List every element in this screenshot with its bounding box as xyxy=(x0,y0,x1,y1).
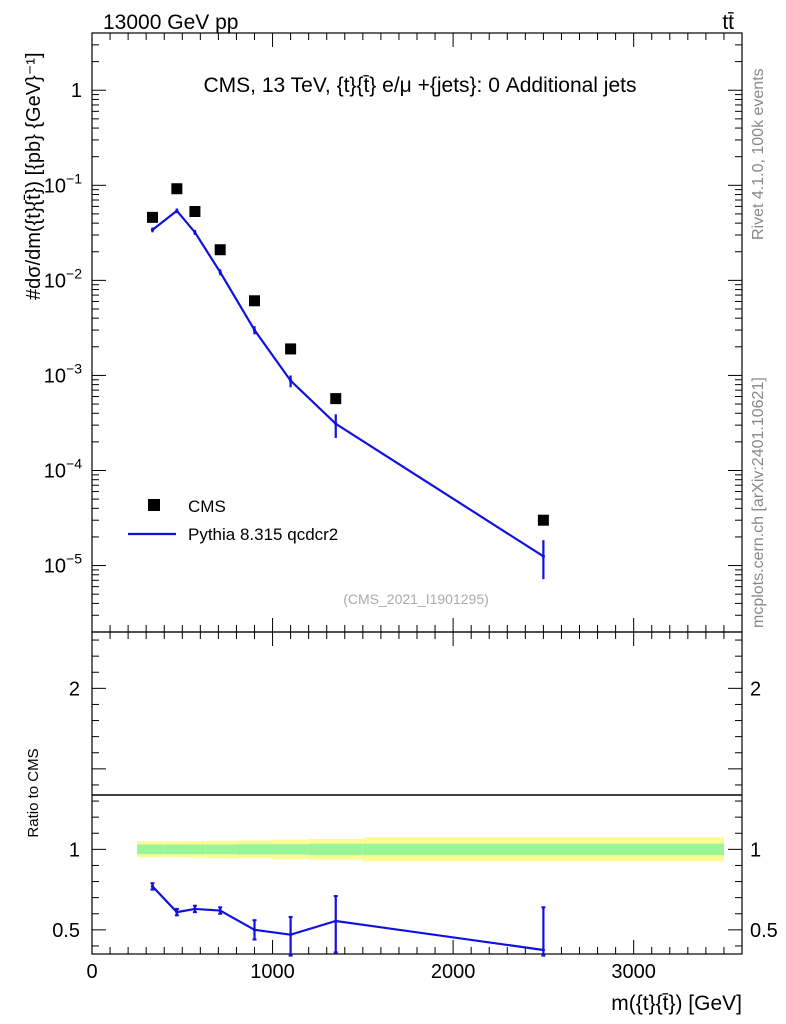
legend-label-cms: CMS xyxy=(188,497,226,516)
y-tick-label-right: 0.5 xyxy=(750,920,778,942)
x-tick-label: 1000 xyxy=(250,961,295,983)
cms-data-point xyxy=(214,244,226,256)
rivet-label: Rivet 4.1.0, 100k events xyxy=(750,68,767,240)
ratio-panel-ticks xyxy=(91,632,743,954)
cms-data-point xyxy=(537,514,549,526)
stat-uncertainty-band xyxy=(205,844,237,855)
ratio-point xyxy=(334,919,338,923)
x-tick-label: 0 xyxy=(86,961,97,983)
ratio-point xyxy=(541,948,545,952)
main-panel-ticks xyxy=(91,32,743,633)
pythia-point xyxy=(150,228,155,232)
cms-data-point xyxy=(189,206,201,218)
stat-uncertainty-band xyxy=(308,843,363,855)
cms-data-point xyxy=(285,343,297,355)
cms-data-point xyxy=(249,295,260,307)
ratio-point xyxy=(289,933,293,937)
stat-uncertainty-band xyxy=(189,844,206,855)
ratio-panel: 0 1000 2000 3000 0.5 0.5 1 1 2 2 Ratio to CMS m({… xyxy=(25,631,778,1015)
pythia-point xyxy=(175,209,179,213)
pythia-point xyxy=(193,230,197,234)
x-axis-title: m({t}{t̄}) [GeV] xyxy=(611,992,742,1015)
ratio-y-axis-title: Ratio to CMS xyxy=(25,748,42,837)
source-label: mcplots.cern.ch [arXiv:2401.10621] xyxy=(750,377,767,628)
cms-data-point xyxy=(171,183,183,195)
stat-uncertainty-band xyxy=(236,844,273,855)
ratio-point xyxy=(252,928,257,932)
y-tick-label-left: 1 xyxy=(69,839,80,861)
pythia-point xyxy=(541,554,545,558)
main-panel: 1 10−1 10−2 10−3 10−4 10−5 CMS, 13 TeV, {t}{t… xyxy=(23,32,743,633)
ratio-point xyxy=(175,910,179,914)
stat-uncertainty-band xyxy=(164,844,190,855)
main-y-axis-title: #dσ/dm({t}{t̄}) [{pb} {GeV}⁻¹] xyxy=(23,52,45,300)
y-tick-label-left: 2 xyxy=(69,678,80,700)
legend-label-pythia: Pythia 8.315 qcdcr2 xyxy=(188,525,338,544)
legend: CMS Pythia 8.315 qcdcr2 xyxy=(128,497,338,544)
y-tick-label: 10−5 xyxy=(44,551,82,578)
x-tick-label: 3000 xyxy=(611,961,656,983)
ratio-point xyxy=(150,884,155,888)
y-tick-label: 10−3 xyxy=(44,360,82,387)
header-left: 13000 GeV pp xyxy=(103,11,238,34)
ratio-line xyxy=(151,885,544,952)
y-tick-label: 10−4 xyxy=(44,455,82,482)
ratio-panel-tick-labels: 0 1000 2000 3000 0.5 0.5 1 1 2 2 xyxy=(52,678,778,983)
pythia-point xyxy=(289,379,293,383)
y-tick-label: 1 xyxy=(71,80,82,102)
header-right: tt̄ xyxy=(722,11,734,34)
ratio-panel-frame xyxy=(91,631,743,955)
main-panel-series xyxy=(146,183,549,580)
y-tick-label-right: 2 xyxy=(750,678,761,700)
plot-title: CMS, 13 TeV, {t}{t̄} e/μ +{jets}: 0 Addi… xyxy=(204,74,637,97)
stat-uncertainty-band xyxy=(362,843,724,855)
pythia-point xyxy=(218,270,222,274)
cms-data-point xyxy=(146,211,158,223)
cms-data-point xyxy=(330,393,342,405)
x-tick-label: 2000 xyxy=(431,961,476,983)
ratio-point xyxy=(193,907,197,911)
legend-marker-cms xyxy=(148,499,160,511)
ratio-uncertainty-bands xyxy=(137,837,724,862)
main-panel-y-tick-labels: 1 10−1 10−2 10−3 10−4 10−5 xyxy=(44,80,82,577)
y-tick-label: 10−1 xyxy=(44,170,82,197)
ratio-point xyxy=(218,908,222,913)
stat-uncertainty-band xyxy=(137,844,165,855)
ratio-series xyxy=(150,882,546,957)
pythia-point xyxy=(252,328,257,332)
y-tick-label-right: 1 xyxy=(750,839,761,861)
analysis-watermark: (CMS_2021_I1901295) xyxy=(343,591,489,607)
y-tick-label: 10−2 xyxy=(44,265,82,292)
pythia-line xyxy=(151,209,544,558)
y-tick-label-left: 0.5 xyxy=(52,920,80,942)
stat-uncertainty-band xyxy=(272,844,309,855)
pythia-point xyxy=(334,422,338,426)
